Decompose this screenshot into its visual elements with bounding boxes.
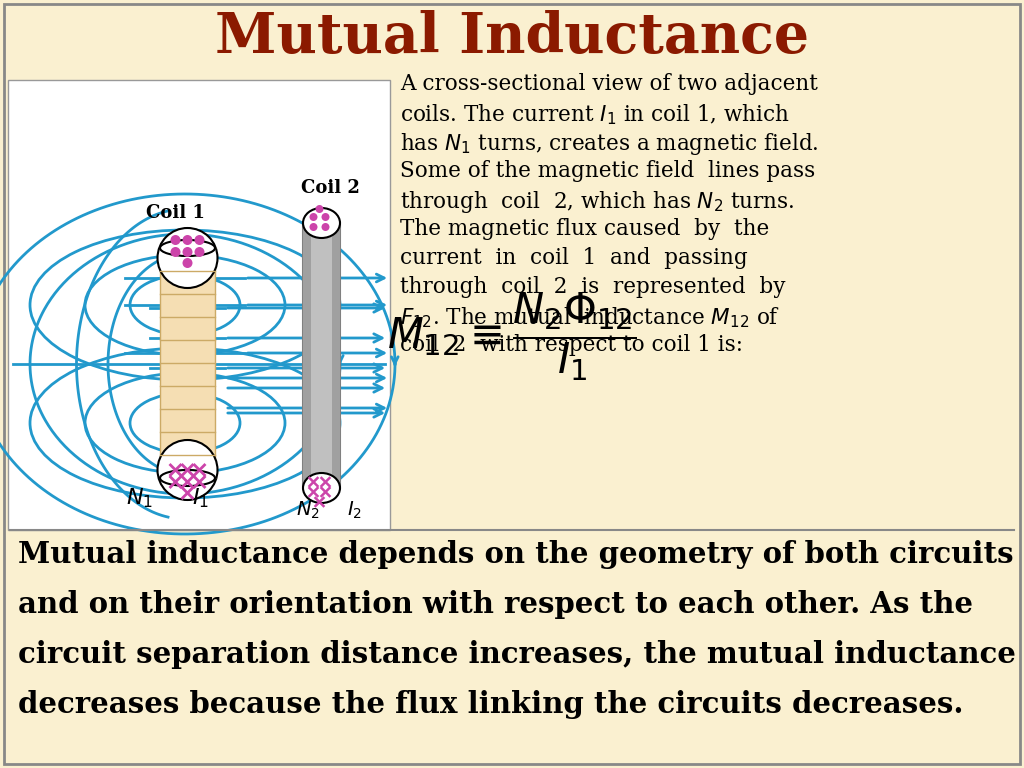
Circle shape: [158, 440, 217, 500]
Text: coils. The current $I_1$ in coil 1, which: coils. The current $I_1$ in coil 1, whic…: [400, 102, 790, 127]
Text: coil  2  with respect to coil 1 is:: coil 2 with respect to coil 1 is:: [400, 334, 743, 356]
Circle shape: [171, 235, 180, 245]
Circle shape: [182, 235, 193, 245]
Bar: [160, 248, 215, 478]
Text: Mutual Inductance: Mutual Inductance: [215, 11, 809, 65]
Circle shape: [309, 213, 317, 221]
Bar: [8, 80, 390, 530]
Text: $I_2$: $I_2$: [347, 499, 362, 521]
Text: $M_{12} \equiv \dfrac{N_2\Phi_{12}}{I_1}$: $M_{12} \equiv \dfrac{N_2\Phi_{12}}{I_1}…: [387, 290, 637, 382]
Text: Coil 2: Coil 2: [301, 179, 359, 197]
Circle shape: [309, 223, 317, 231]
Circle shape: [195, 247, 205, 257]
Text: $I_1$: $I_1$: [191, 486, 209, 510]
Circle shape: [182, 247, 193, 257]
Circle shape: [158, 228, 217, 288]
Bar: [303, 223, 340, 488]
Text: has $N_1$ turns, creates a magnetic field.: has $N_1$ turns, creates a magnetic fiel…: [400, 131, 818, 157]
Text: circuit separation distance increases, the mutual inductance: circuit separation distance increases, t…: [18, 640, 1016, 669]
Circle shape: [182, 258, 193, 268]
Ellipse shape: [160, 470, 215, 486]
Ellipse shape: [303, 208, 340, 238]
Ellipse shape: [303, 473, 340, 503]
Text: Coil 1: Coil 1: [145, 204, 205, 222]
Text: decreases because the flux linking the circuits decreases.: decreases because the flux linking the c…: [18, 690, 964, 719]
Circle shape: [315, 205, 324, 213]
Text: through  coil  2, which has $N_2$ turns.: through coil 2, which has $N_2$ turns.: [400, 189, 795, 215]
Bar: [332, 223, 340, 488]
Text: The magnetic flux caused  by  the: The magnetic flux caused by the: [400, 218, 769, 240]
Ellipse shape: [160, 240, 215, 256]
Text: current  in  coil  1  and  passing: current in coil 1 and passing: [400, 247, 748, 269]
Text: $F_{12}$. The mutual  inductance $M_{12}$ of: $F_{12}$. The mutual inductance $M_{12}$…: [400, 305, 780, 329]
Text: and on their orientation with respect to each other. As the: and on their orientation with respect to…: [18, 590, 973, 619]
Circle shape: [322, 213, 330, 221]
Text: Mutual inductance depends on the geometry of both circuits: Mutual inductance depends on the geometr…: [18, 540, 1014, 569]
Text: through  coil  2  is  represented  by: through coil 2 is represented by: [400, 276, 785, 298]
Text: Some of the magnetic field  lines pass: Some of the magnetic field lines pass: [400, 160, 815, 182]
Circle shape: [322, 223, 330, 231]
Text: A cross-sectional view of two adjacent: A cross-sectional view of two adjacent: [400, 73, 818, 95]
Text: $N_2$: $N_2$: [296, 499, 319, 521]
Circle shape: [171, 247, 180, 257]
Bar: [303, 223, 311, 488]
Text: $N_1$: $N_1$: [127, 486, 154, 510]
Circle shape: [195, 235, 205, 245]
